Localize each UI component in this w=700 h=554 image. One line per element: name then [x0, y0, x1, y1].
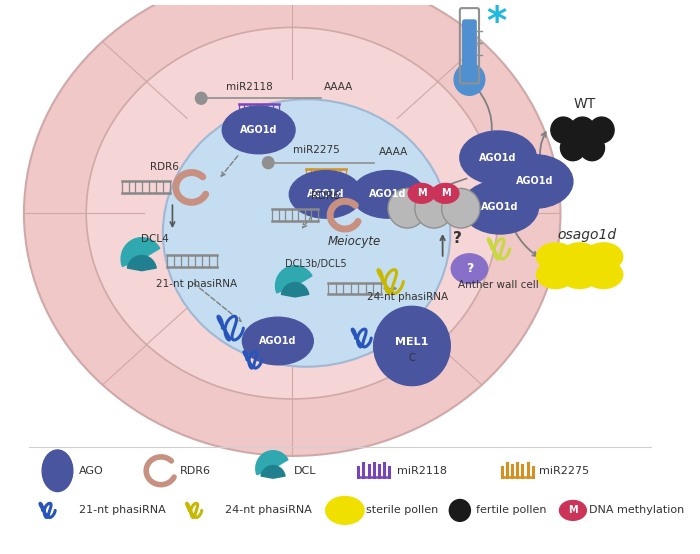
Text: WT: WT: [573, 97, 596, 111]
Text: AGO1d: AGO1d: [240, 125, 277, 135]
Ellipse shape: [559, 500, 587, 520]
Ellipse shape: [462, 181, 538, 234]
Ellipse shape: [326, 496, 364, 524]
Ellipse shape: [536, 243, 575, 271]
Text: AGO1d: AGO1d: [516, 177, 553, 187]
Ellipse shape: [223, 106, 295, 154]
Text: AGO1d: AGO1d: [307, 189, 344, 199]
Ellipse shape: [408, 183, 435, 203]
Ellipse shape: [24, 0, 561, 456]
Text: miR2275: miR2275: [293, 145, 340, 155]
Ellipse shape: [496, 155, 573, 208]
Text: RDR6: RDR6: [180, 466, 211, 476]
Text: miR2118: miR2118: [397, 466, 447, 476]
Text: MEL1: MEL1: [395, 337, 428, 347]
Text: M: M: [441, 188, 450, 198]
Ellipse shape: [289, 171, 362, 218]
Text: ?: ?: [452, 231, 461, 246]
Circle shape: [442, 188, 480, 228]
Text: DCL3b/DCL5: DCL3b/DCL5: [286, 259, 347, 269]
Ellipse shape: [432, 183, 459, 203]
Circle shape: [449, 500, 470, 521]
Text: 21-nt phasiRNA: 21-nt phasiRNA: [78, 505, 165, 515]
Ellipse shape: [86, 28, 498, 399]
Text: sterile pollen: sterile pollen: [366, 505, 438, 515]
Text: AAAA: AAAA: [324, 83, 353, 93]
Text: fertile pollen: fertile pollen: [476, 505, 547, 515]
Ellipse shape: [561, 261, 598, 289]
Circle shape: [570, 117, 595, 143]
Text: 21-nt phasiRNA: 21-nt phasiRNA: [156, 279, 237, 289]
Ellipse shape: [536, 261, 575, 289]
Text: miR2118: miR2118: [225, 83, 272, 93]
Circle shape: [388, 188, 426, 228]
Ellipse shape: [42, 450, 73, 491]
Text: miR2275: miR2275: [540, 466, 589, 476]
Text: DCL4: DCL4: [141, 234, 169, 244]
Ellipse shape: [584, 261, 623, 289]
Circle shape: [195, 93, 207, 104]
Wedge shape: [127, 255, 156, 271]
FancyBboxPatch shape: [463, 20, 476, 81]
Wedge shape: [281, 283, 309, 297]
Circle shape: [561, 135, 585, 161]
Text: Anther wall cell: Anther wall cell: [458, 280, 538, 290]
Text: Meiocyte: Meiocyte: [328, 235, 381, 248]
Circle shape: [589, 117, 614, 143]
Text: AGO1d: AGO1d: [370, 189, 407, 199]
Text: RDR6: RDR6: [312, 191, 340, 201]
Text: 24-nt phasiRNA: 24-nt phasiRNA: [225, 505, 312, 515]
Wedge shape: [121, 238, 160, 266]
Circle shape: [415, 188, 453, 228]
Wedge shape: [261, 465, 285, 478]
Text: ?: ?: [466, 262, 473, 275]
Wedge shape: [276, 266, 312, 293]
Ellipse shape: [351, 171, 424, 218]
Ellipse shape: [163, 99, 450, 367]
Text: AGO1d: AGO1d: [259, 336, 297, 346]
Text: 24-nt phasiRNA: 24-nt phasiRNA: [367, 293, 448, 302]
Ellipse shape: [584, 243, 623, 271]
Text: AGO1d: AGO1d: [480, 153, 517, 163]
Circle shape: [374, 306, 450, 386]
Circle shape: [454, 64, 485, 95]
Circle shape: [580, 135, 605, 161]
Ellipse shape: [452, 254, 488, 284]
Text: DCL: DCL: [294, 466, 316, 476]
Text: RDR6: RDR6: [150, 162, 179, 172]
Wedge shape: [256, 451, 288, 475]
Ellipse shape: [561, 243, 598, 271]
Circle shape: [262, 157, 274, 168]
Text: AGO1d: AGO1d: [482, 202, 519, 212]
Ellipse shape: [242, 317, 314, 365]
Text: M: M: [416, 188, 426, 198]
Text: DNA methylation: DNA methylation: [589, 505, 685, 515]
Text: AGO: AGO: [78, 466, 104, 476]
Text: osago1d: osago1d: [558, 228, 617, 242]
Text: *: *: [486, 4, 506, 42]
Text: C: C: [409, 353, 415, 363]
Text: AAAA: AAAA: [379, 147, 407, 157]
Circle shape: [551, 117, 576, 143]
Ellipse shape: [460, 131, 536, 184]
Text: M: M: [568, 505, 578, 515]
